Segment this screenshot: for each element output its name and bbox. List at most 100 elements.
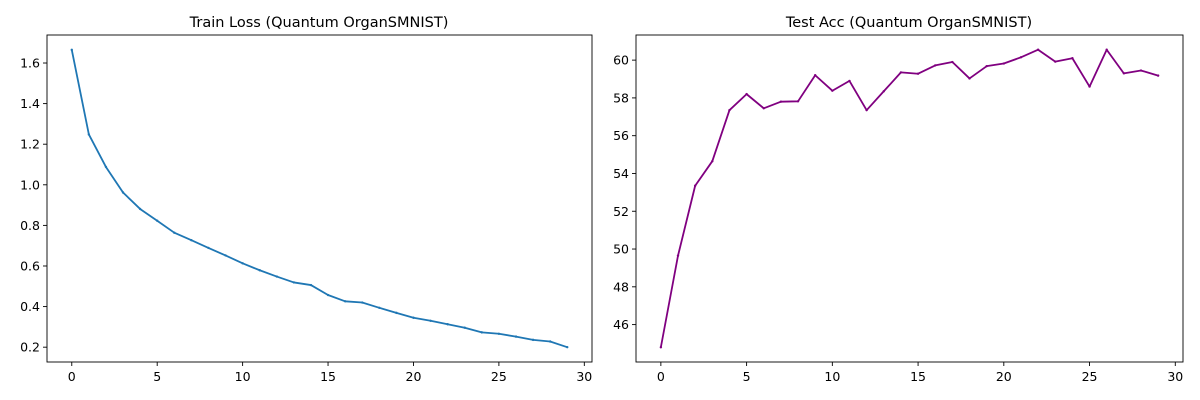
train-loss-x-tick-label: 15 — [320, 369, 336, 384]
train-loss-data-point — [224, 254, 227, 257]
train-loss-data-point — [292, 281, 296, 284]
train-loss-data-point — [309, 283, 313, 287]
train-loss-x-tick-label: 30 — [576, 369, 592, 384]
train-loss-data-point — [548, 340, 552, 343]
train-loss-y-tick-label: 1.0 — [20, 177, 40, 192]
test-acc-data-point — [1019, 56, 1023, 59]
train-loss-data-point — [207, 246, 210, 250]
test-acc-data-point — [676, 254, 680, 257]
train-loss-y-tick-label: 0.6 — [20, 258, 40, 273]
train-loss-data-point — [138, 207, 142, 211]
test-acc-y-tick-label: 58 — [613, 90, 629, 105]
test-acc-data-point — [865, 108, 868, 112]
test-acc-data-point — [659, 346, 663, 349]
test-acc-data-point — [831, 89, 834, 92]
test-acc-chart: Test Acc (Quantum OrganSMNIST) 0 5 10 15 20 2… — [613, 15, 1184, 384]
test-acc-data-point — [1088, 85, 1091, 88]
train-loss-data-point — [258, 269, 261, 272]
train-loss-data-point — [566, 345, 569, 349]
test-acc-data-point — [813, 74, 817, 77]
train-loss-data-point — [121, 191, 125, 194]
test-acc-x-tick-label: 25 — [1082, 369, 1098, 384]
train-loss-data-point — [275, 275, 278, 278]
test-acc-data-point — [934, 64, 937, 67]
train-loss-ticks: 0 5 10 15 20 25 30 0.2 0.4 0.6 0.8 1.0 1.2 1.4 1.6 — [20, 56, 592, 384]
train-loss-x-tick-label: 20 — [406, 369, 422, 384]
test-acc-x-tick-label: 20 — [996, 369, 1012, 384]
test-acc-data-point — [1139, 69, 1143, 72]
test-acc-data-point — [951, 60, 954, 64]
train-loss-data-point — [395, 311, 398, 315]
train-loss-x-tick-label: 10 — [235, 369, 251, 384]
test-acc-data-point — [728, 108, 731, 112]
train-loss-y-tick-label: 0.2 — [20, 340, 40, 355]
test-acc-data-point — [1105, 48, 1108, 51]
test-acc-y-tick-label: 52 — [613, 204, 629, 219]
train-loss-data-point — [326, 293, 330, 297]
test-acc-x-tick-label: 0 — [657, 369, 665, 384]
train-loss-data-point — [378, 306, 381, 310]
test-acc-x-tick-label: 30 — [1167, 369, 1183, 384]
test-acc-y-tick-label: 60 — [613, 53, 629, 68]
test-acc-data-point — [1002, 62, 1006, 65]
train-loss-x-tick-label: 5 — [153, 369, 161, 384]
test-acc-data-point — [985, 64, 988, 68]
train-loss-data-point — [343, 300, 347, 303]
train-loss-data-point — [412, 316, 415, 319]
train-loss-data-point — [463, 326, 466, 329]
train-loss-y-tick-label: 1.2 — [20, 137, 40, 152]
test-acc-data-point — [968, 77, 971, 80]
train-loss-data-point — [241, 262, 244, 265]
test-acc-y-tick-label: 54 — [613, 166, 629, 181]
chart-title: Train Loss (Quantum OrganSMNIST) — [189, 15, 449, 31]
test-acc-y-tick-label: 50 — [613, 242, 629, 257]
test-acc-series-line — [659, 48, 1160, 349]
train-loss-x-tick-label: 25 — [491, 369, 507, 384]
test-acc-data-point — [848, 79, 851, 83]
test-acc-data-point — [693, 184, 697, 187]
test-acc-data-point — [1156, 74, 1160, 77]
test-acc-ticks: 0 5 10 15 20 25 30 46 48 50 52 54 56 58 60 — [613, 53, 1183, 384]
test-acc-y-tick-label: 48 — [613, 279, 629, 294]
train-loss-plot-frame — [46, 34, 593, 363]
test-acc-data-point — [745, 92, 748, 96]
train-loss-data-point — [155, 219, 159, 222]
test-acc-x-tick-label: 5 — [743, 369, 751, 384]
test-acc-data-point — [1036, 48, 1040, 51]
test-acc-data-point — [1054, 60, 1057, 63]
train-loss-data-point — [361, 301, 364, 304]
train-loss-y-tick-label: 1.4 — [20, 96, 40, 111]
train-loss-data-point — [429, 319, 432, 322]
test-acc-plot-frame — [635, 34, 1184, 363]
test-acc-data-point — [1122, 72, 1126, 75]
train-loss-data-point — [70, 48, 73, 52]
train-loss-data-point — [104, 165, 108, 169]
train-loss-y-tick-label: 0.4 — [20, 299, 40, 314]
train-loss-y-tick-label: 1.6 — [20, 56, 40, 71]
train-loss-x-tick-label: 0 — [68, 369, 76, 384]
train-loss-series-line — [70, 48, 569, 349]
train-loss-data-point — [497, 332, 501, 335]
test-acc-x-tick-label: 10 — [824, 369, 840, 384]
test-acc-y-tick-label: 56 — [613, 128, 629, 143]
train-loss-data-point — [173, 231, 176, 234]
train-loss-data-point — [87, 133, 91, 136]
train-loss-data-point — [514, 335, 518, 338]
train-loss-data-point — [190, 239, 193, 242]
train-loss-y-tick-label: 0.8 — [20, 218, 40, 233]
chart-title: Test Acc (Quantum OrganSMNIST) — [785, 15, 1032, 31]
train-loss-data-point — [446, 323, 449, 326]
test-acc-data-point — [916, 72, 920, 75]
train-loss-chart: Train Loss (Quantum OrganSMNIST) 0 5 10 15 2… — [20, 15, 593, 384]
test-acc-data-point — [796, 100, 800, 103]
test-acc-y-tick-label: 46 — [613, 317, 629, 332]
test-acc-x-tick-label: 15 — [910, 369, 926, 384]
test-acc-data-point — [899, 71, 903, 74]
test-acc-data-point — [882, 90, 885, 93]
train-loss-data-point — [531, 338, 535, 342]
test-acc-data-point — [779, 100, 783, 103]
test-acc-data-point — [762, 107, 765, 110]
test-acc-data-point — [711, 159, 714, 163]
